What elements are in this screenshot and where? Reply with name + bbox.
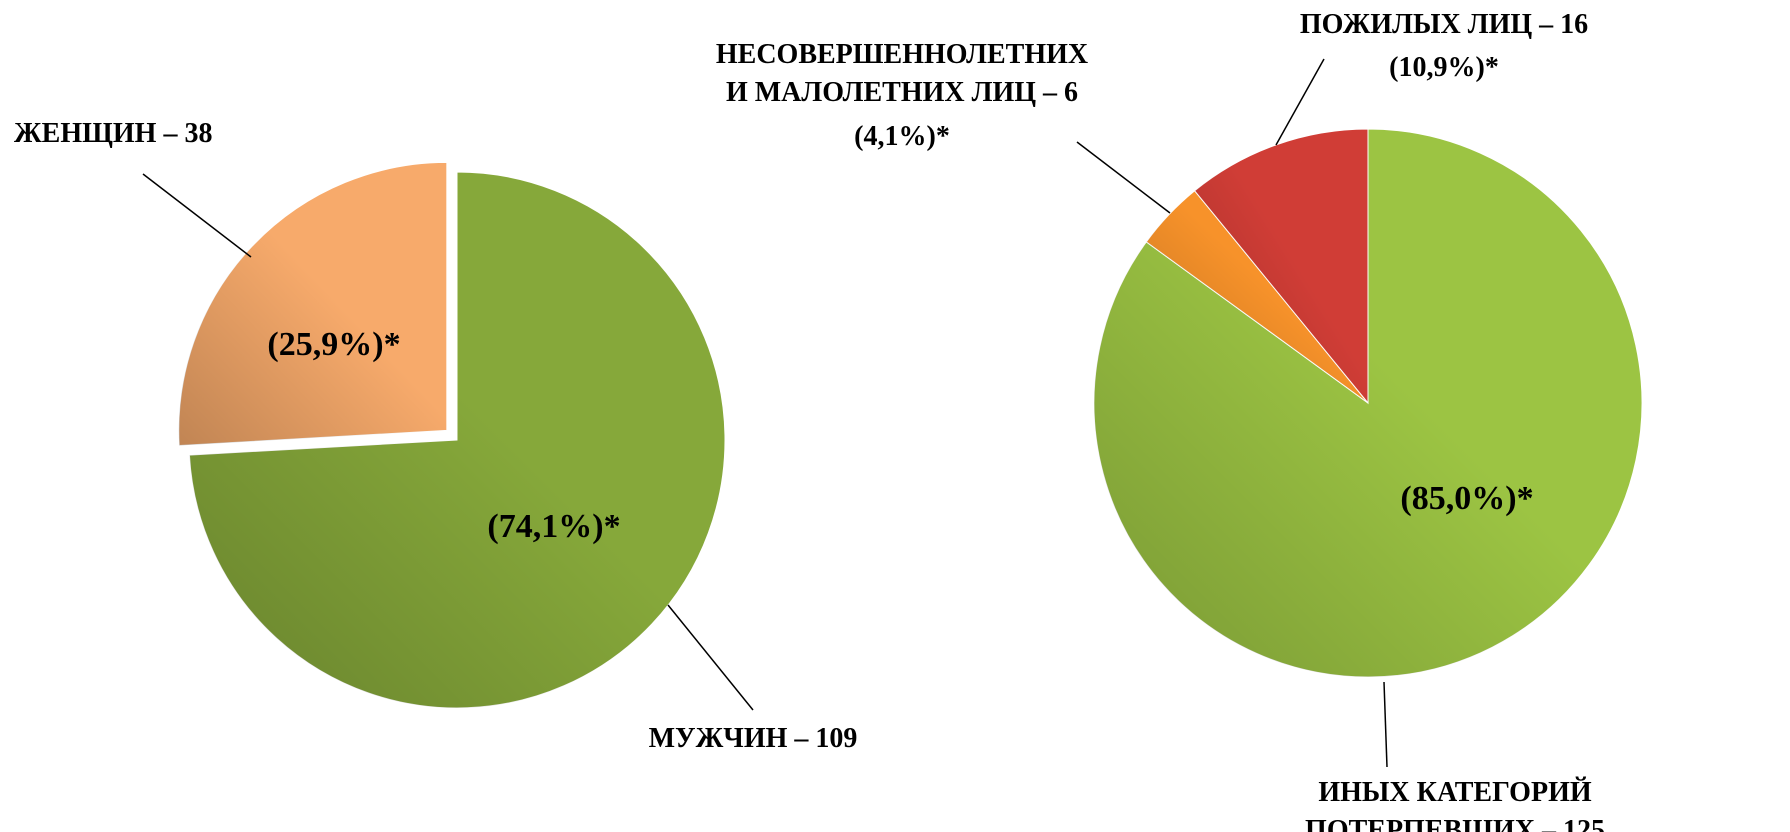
value-label: (85,0%)* bbox=[1400, 480, 1534, 517]
leader-line bbox=[1275, 58, 1325, 146]
value-label: (10,9%)* bbox=[1389, 52, 1499, 83]
leader-line bbox=[1076, 141, 1171, 214]
category-label: ПОЖИЛЫХ ЛИЦ – 16 bbox=[1299, 9, 1589, 40]
category-label: ИНЫХ КАТЕГОРИЙ ПОТЕРПЕВШИХ – 125 bbox=[1305, 777, 1605, 832]
value-label: (74,1%)* bbox=[487, 508, 621, 545]
leader-line bbox=[667, 604, 754, 711]
leader-line bbox=[1383, 681, 1388, 768]
pie-slice bbox=[178, 161, 448, 447]
leader-line bbox=[142, 173, 252, 258]
category-label: МУЖЧИН – 109 bbox=[648, 723, 858, 754]
category-label: ЖЕНЩИН – 38 bbox=[14, 118, 213, 149]
value-label: (4,1%)* bbox=[854, 121, 950, 152]
category-label: НЕСОВЕРШЕННОЛЕТНИХ И МАЛОЛЕТНИХ ЛИЦ – 6 bbox=[715, 39, 1089, 108]
value-label: (25,9%)* bbox=[267, 326, 401, 363]
